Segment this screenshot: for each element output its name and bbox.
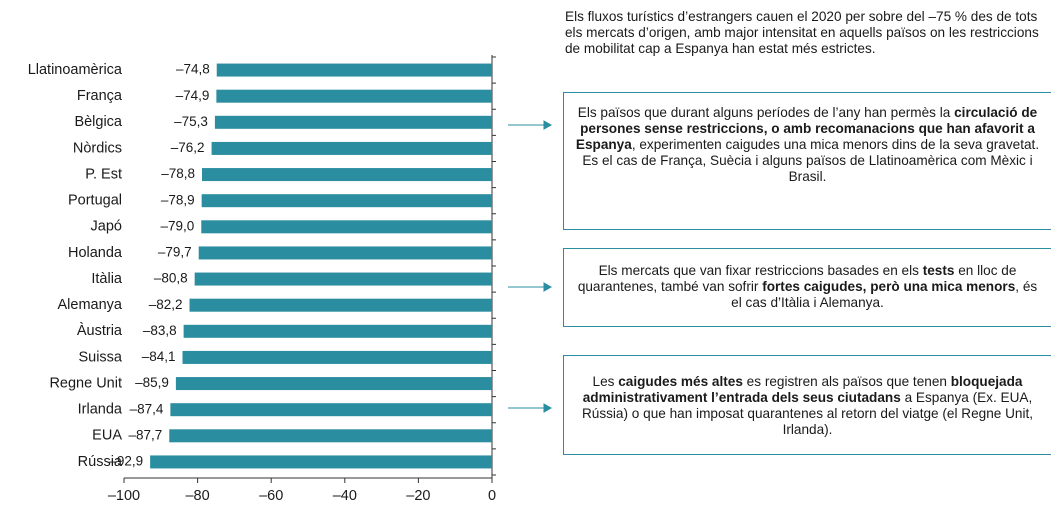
category-label: Irlanda [78, 402, 123, 418]
x-tick-label: –20 [406, 488, 430, 504]
bar [175, 377, 492, 391]
bar [183, 324, 492, 338]
bold-text: caigudes més altes [618, 374, 743, 389]
bar [169, 429, 493, 443]
bar [214, 115, 492, 129]
annotation-box: Els països que durant alguns períodes de… [563, 92, 1051, 230]
text: en lloc de quarantenes, també van sofrir [577, 263, 1017, 294]
text: Les [592, 374, 619, 389]
bold-text: fortes caigudes, però una mica menors [762, 279, 1016, 294]
value-label: –84,1 [142, 349, 176, 364]
category-label: Llatinoamèrica [28, 62, 123, 78]
intro-text: Els fluxos turístics d’estrangers cauen … [565, 9, 1039, 56]
x-tick-label: –100 [108, 488, 140, 504]
value-label: –82,2 [149, 297, 183, 312]
bar [182, 350, 492, 364]
category-label: Holanda [68, 245, 123, 261]
category-label: Àustria [77, 322, 123, 339]
value-label: –74,8 [176, 62, 210, 77]
x-tick-label: –40 [333, 488, 357, 504]
bar [216, 89, 493, 103]
category-label: Itàlia [91, 271, 123, 287]
bar [198, 246, 493, 260]
bar [189, 298, 492, 312]
arrow-head [543, 282, 553, 292]
category-label: Bèlgica [74, 114, 122, 130]
annotation-box: Els mercats que van fixar restriccions b… [563, 248, 1051, 327]
text: , experimenten caigudes una mica menors … [582, 137, 1040, 184]
text: Els països que durant alguns períodes de… [577, 105, 955, 120]
bold-text: circulació de persones sense restriccion… [575, 105, 1038, 152]
value-label: –92,9 [109, 454, 143, 469]
arrow-head [543, 120, 553, 130]
text: Els mercats que van fixar restriccions b… [598, 263, 923, 278]
bar [201, 220, 492, 234]
value-label: –79,0 [160, 218, 194, 233]
category-label: Japó [91, 219, 122, 235]
category-label: Suissa [78, 349, 122, 365]
value-label: –87,7 [128, 427, 162, 442]
category-label: Alemanya [58, 297, 123, 313]
x-tick-label: –60 [259, 488, 283, 504]
arrows [508, 120, 553, 413]
value-label: –83,8 [143, 323, 177, 338]
x-tick-label: 0 [488, 488, 496, 504]
bar [150, 455, 493, 469]
category-label: Nòrdics [73, 140, 122, 156]
value-label: –76,2 [171, 140, 205, 155]
text: es registren als països que tenen [742, 374, 951, 389]
value-label: –74,9 [176, 88, 210, 103]
text: a Espanya (Ex. EUA, Rússia) o que han im… [581, 390, 1034, 437]
bar [170, 403, 493, 417]
value-label: –85,9 [135, 375, 169, 390]
value-label: –75,3 [174, 114, 208, 129]
category-label: Portugal [68, 193, 122, 209]
bar [211, 141, 493, 155]
category-label: Regne Unit [49, 375, 122, 391]
bar [216, 63, 492, 77]
bar [202, 168, 493, 182]
annotation-box: Les caigudes més altes es registren als … [563, 355, 1051, 455]
bold-text: bloquejada administrativament l’entrada … [582, 374, 1023, 405]
bold-text: tests [922, 263, 955, 278]
text: , és el cas d’Itàlia i Alemanya. [731, 279, 1038, 310]
arrow-head [543, 403, 553, 413]
category-label: EUA [92, 428, 122, 444]
x-tick-label: –80 [185, 488, 209, 504]
value-label: –87,4 [130, 401, 164, 416]
category-label: Rússia [78, 454, 123, 470]
value-label: –79,7 [158, 245, 192, 260]
bar [201, 194, 492, 208]
value-label: –80,8 [154, 271, 188, 286]
value-label: –78,9 [161, 192, 195, 207]
bar [194, 272, 492, 286]
category-label: P. Est [85, 166, 122, 182]
category-label: França [77, 88, 123, 104]
value-label: –78,8 [161, 166, 195, 181]
